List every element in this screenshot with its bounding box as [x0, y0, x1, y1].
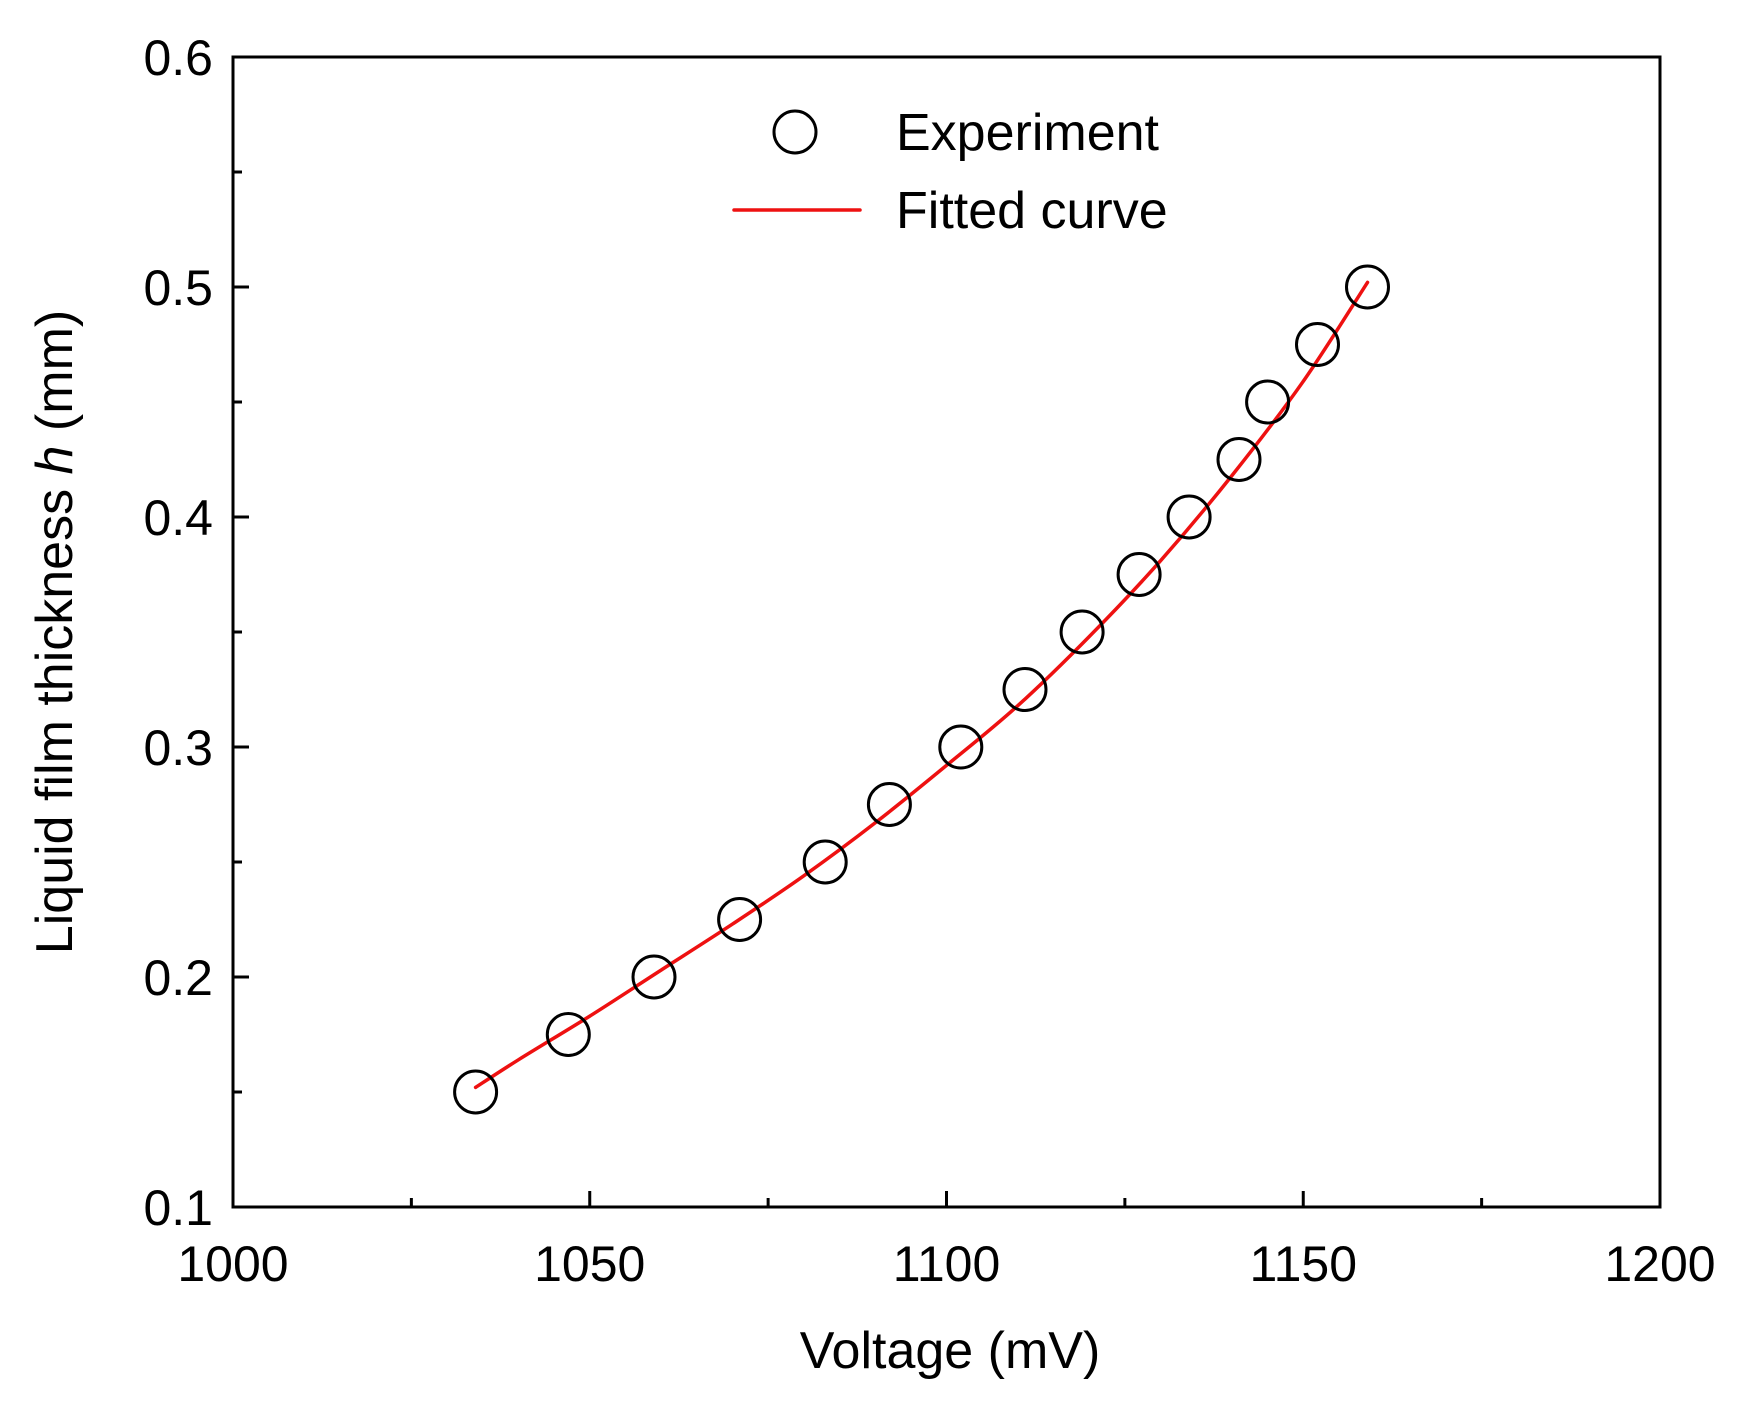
y-tick-label: 0.5 [143, 260, 213, 316]
x-tick-label: 1150 [1249, 1236, 1357, 1292]
axis-ticks [231, 55, 1662, 1209]
experiment-point [1216, 437, 1262, 482]
legend-experiment-marker [772, 109, 818, 155]
experiment-point [1345, 264, 1390, 310]
experiment-point [938, 724, 984, 770]
y-axis-label-symbol: h [26, 446, 84, 475]
experiment-point [1295, 322, 1340, 367]
experiment-point [1059, 609, 1105, 655]
y-tick-label: 0.6 [143, 30, 213, 86]
experiment-point [1166, 494, 1212, 540]
experiment-point [545, 1012, 591, 1057]
legend: Experiment Fitted curve [732, 104, 1168, 240]
y-axis-label: Liquid film thickness h (mm) [26, 310, 84, 954]
experiment-point [453, 1069, 499, 1115]
y-tick-label: 0.4 [143, 490, 213, 546]
x-tick-label: 1100 [893, 1236, 1001, 1292]
experiment-point [631, 954, 677, 1000]
y-axis-label-suffix: (mm) [26, 310, 84, 446]
y-tick-label: 0.1 [143, 1180, 213, 1236]
y-tick-label: 0.3 [143, 720, 213, 776]
fitted-curve-layer [473, 280, 1370, 1090]
y-axis-label-prefix: Liquid film thickness [26, 474, 84, 954]
y-tick-label: 0.2 [143, 950, 213, 1006]
experiment-point [866, 782, 912, 827]
legend-label-fitted-curve: Fitted curve [896, 182, 1168, 240]
x-tick-label: 1050 [534, 1236, 645, 1292]
x-tick-label: 1200 [1604, 1236, 1715, 1292]
experiment-point [802, 839, 848, 885]
experiment-point [717, 897, 763, 942]
x-tick-label: 1000 [177, 1236, 288, 1292]
axis-tick-labels: 1000 1050 1100 1150 1200 0.1 0.2 0.3 0.4 0.5 0.6 [143, 30, 1715, 1292]
fitted-curve-line [473, 280, 1370, 1090]
x-axis-label: Voltage (mV) [800, 1322, 1101, 1380]
experiment-point [1245, 379, 1291, 425]
experiment-point [1002, 667, 1048, 712]
experiment-point [1116, 552, 1162, 597]
legend-label-experiment: Experiment [896, 104, 1160, 162]
experiment-markers-layer [453, 264, 1390, 1115]
